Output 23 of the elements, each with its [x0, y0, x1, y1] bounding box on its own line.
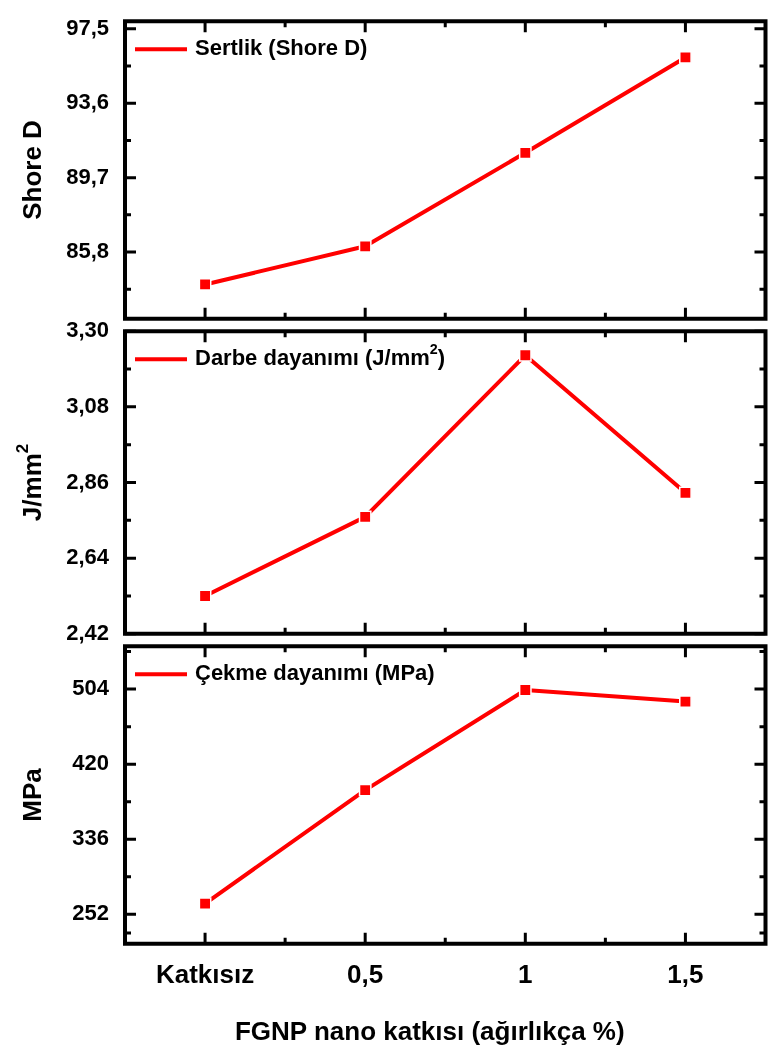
y-tick-label: 3,08	[66, 392, 109, 418]
y-axis-title: Shore D	[17, 120, 48, 220]
y-tick-label: 93,6	[66, 89, 109, 115]
y-tick-label: 2,42	[66, 619, 109, 645]
y-axis-title: J/mm2	[13, 443, 48, 522]
y-tick-label: 2,86	[66, 468, 109, 494]
x-axis-title: FGNP nano katkısı (ağırlıkça %)	[234, 1016, 625, 1047]
x-tick-label: Katkısız	[155, 958, 255, 989]
y-tick-label: 89,7	[66, 163, 109, 189]
legend-label: Çekme dayanımı (MPa)	[195, 660, 435, 686]
y-axis-title: MPa	[17, 767, 48, 822]
y-tick-label: 97,5	[66, 14, 109, 40]
y-tick-label: 2,64	[66, 544, 110, 570]
y-tick-label: 336	[72, 825, 109, 851]
y-tick-label: 85,8	[66, 238, 109, 264]
y-tick-label: 3,30	[66, 317, 109, 343]
x-tick-label: 0,5	[347, 958, 384, 989]
legend-label: Sertlik (Shore D)	[195, 35, 368, 61]
x-tick-label: 1,5	[667, 958, 704, 989]
y-tick-label: 420	[72, 750, 109, 776]
y-tick-label: 252	[72, 900, 109, 926]
x-tick-label: 1	[518, 958, 533, 989]
y-tick-label: 504	[72, 675, 110, 701]
